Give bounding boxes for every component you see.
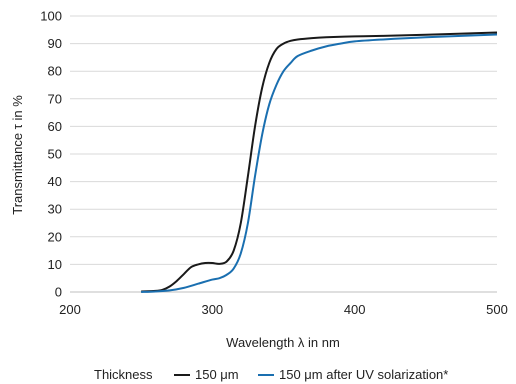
- series-lines: [141, 31, 498, 293]
- y-tick-label: 40: [48, 174, 62, 189]
- x-axis-ticks: 200 300 400 500: [59, 302, 508, 317]
- series-line-2: [141, 33, 498, 293]
- y-tick-label: 30: [48, 202, 62, 217]
- legend-label-series-1: 150 μm: [195, 367, 239, 382]
- y-tick-label: 100: [40, 9, 62, 24]
- y-tick-label: 90: [48, 36, 62, 51]
- x-axis-label: Wavelength λ in nm: [226, 335, 340, 350]
- series-line-1: [141, 31, 498, 293]
- x-tick-label: 500: [486, 302, 508, 317]
- y-tick-label: 10: [48, 257, 62, 272]
- legend: Thickness 150 μm 150 μm after UV solariz…: [94, 367, 448, 382]
- x-tick-label: 200: [59, 302, 81, 317]
- y-tick-label: 0: [55, 285, 62, 300]
- y-tick-label: 60: [48, 119, 62, 134]
- x-tick-label: 400: [344, 302, 366, 317]
- y-tick-label: 80: [48, 64, 62, 79]
- y-tick-label: 50: [48, 147, 62, 162]
- legend-title: Thickness: [94, 367, 153, 382]
- y-axis-label: Transmittance τ in %: [10, 95, 25, 215]
- y-axis-ticks: 0 10 20 30 40 50 60 70 80 90 100: [40, 9, 62, 300]
- y-tick-label: 70: [48, 91, 62, 106]
- y-tick-label: 20: [48, 229, 62, 244]
- gridlines: [70, 15, 497, 265]
- legend-label-series-2: 150 μm after UV solarization*: [279, 367, 448, 382]
- x-tick-label: 300: [201, 302, 223, 317]
